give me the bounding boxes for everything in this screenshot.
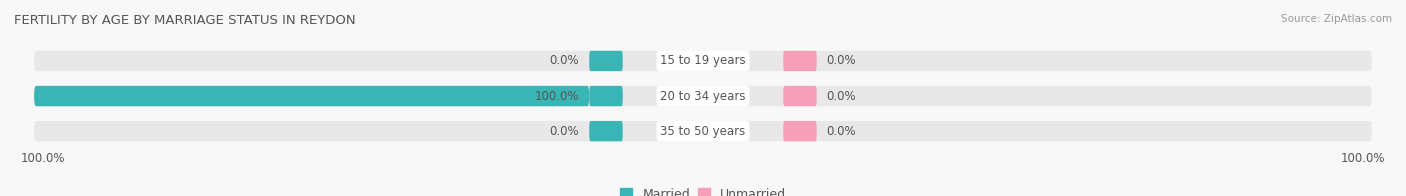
FancyBboxPatch shape — [34, 51, 1372, 71]
Text: 0.0%: 0.0% — [550, 54, 579, 67]
FancyBboxPatch shape — [783, 51, 817, 71]
Text: 0.0%: 0.0% — [827, 90, 856, 103]
Text: 100.0%: 100.0% — [21, 152, 65, 165]
FancyBboxPatch shape — [783, 86, 817, 106]
Text: FERTILITY BY AGE BY MARRIAGE STATUS IN REYDON: FERTILITY BY AGE BY MARRIAGE STATUS IN R… — [14, 14, 356, 27]
Text: 0.0%: 0.0% — [550, 125, 579, 138]
Text: 100.0%: 100.0% — [1341, 152, 1385, 165]
Text: 15 to 19 years: 15 to 19 years — [661, 54, 745, 67]
Text: 20 to 34 years: 20 to 34 years — [661, 90, 745, 103]
Text: 100.0%: 100.0% — [534, 90, 579, 103]
FancyBboxPatch shape — [34, 86, 1372, 106]
Text: 0.0%: 0.0% — [827, 54, 856, 67]
FancyBboxPatch shape — [589, 86, 623, 106]
FancyBboxPatch shape — [34, 86, 589, 106]
FancyBboxPatch shape — [589, 121, 623, 141]
Legend: Married, Unmarried: Married, Unmarried — [614, 183, 792, 196]
Text: Source: ZipAtlas.com: Source: ZipAtlas.com — [1281, 14, 1392, 24]
Text: 0.0%: 0.0% — [827, 125, 856, 138]
Text: 35 to 50 years: 35 to 50 years — [661, 125, 745, 138]
FancyBboxPatch shape — [783, 121, 817, 141]
FancyBboxPatch shape — [589, 51, 623, 71]
FancyBboxPatch shape — [34, 121, 1372, 141]
